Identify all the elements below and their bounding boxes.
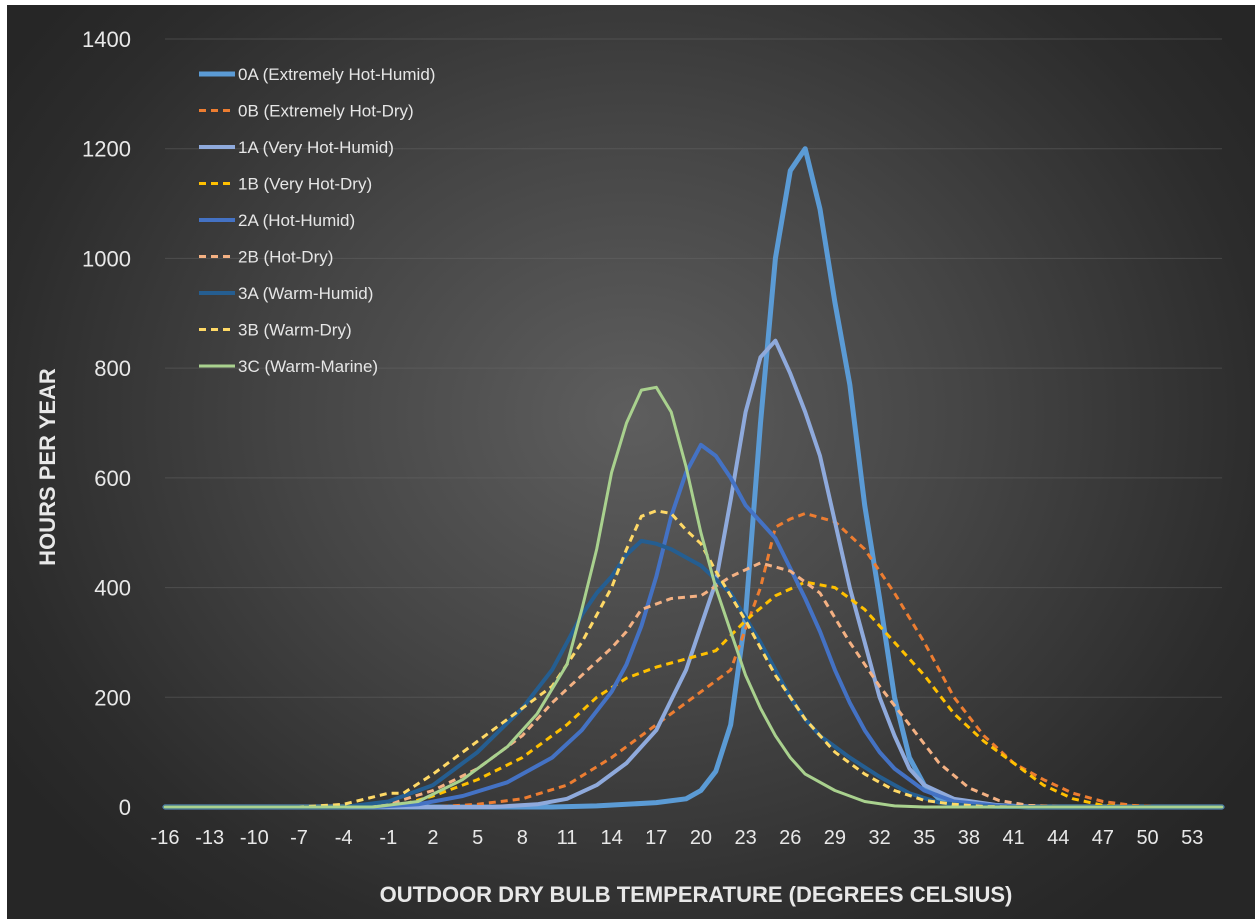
y-tick-label: 1400	[82, 27, 131, 52]
x-axis-ticks: -16 -13 -10 -7 -4 -1 2 5 8 11 14 17 20 23 26 29 32 35 38 41…	[151, 827, 1204, 849]
x-tick-label: 11	[557, 827, 578, 849]
x-tick-label: 53	[1181, 827, 1203, 849]
legend: 0A (Extremely Hot-Humid) 0B (Extremely Ho…	[199, 65, 435, 376]
x-tick-label: 35	[913, 827, 935, 849]
x-tick-label: 47	[1092, 827, 1114, 849]
x-tick-label: -4	[335, 827, 353, 849]
y-tick-label: 600	[94, 466, 131, 491]
x-tick-label: 29	[824, 827, 846, 849]
series-line-2	[163, 338, 1224, 809]
gridlines	[165, 38, 1222, 698]
series-line-7	[165, 509, 1222, 809]
y-tick-label: 0	[119, 795, 131, 820]
series-line-8	[163, 385, 1224, 809]
legend-label: 3A (Warm-Humid)	[238, 284, 373, 303]
legend-label: 0A (Extremely Hot-Humid)	[238, 65, 435, 84]
y-tick-label: 1000	[82, 246, 131, 271]
y-tick-label: 400	[94, 576, 131, 601]
y-axis-title: HOURS PER YEAR	[35, 368, 60, 566]
y-tick-label: 200	[94, 685, 131, 710]
x-tick-label: -7	[290, 827, 308, 849]
x-tick-label: 38	[958, 827, 980, 849]
y-tick-label: 800	[94, 356, 131, 381]
x-tick-label: 50	[1136, 827, 1158, 849]
series-line-3	[165, 580, 1222, 809]
x-tick-label: -16	[151, 827, 180, 849]
legend-label: 2B (Hot-Dry)	[238, 248, 333, 267]
legend-label: 2A (Hot-Humid)	[238, 211, 355, 230]
legend-label: 1B (Very Hot-Dry)	[238, 175, 372, 194]
series-line-4	[163, 442, 1224, 809]
y-tick-label: 1200	[82, 137, 131, 162]
x-tick-label: 44	[1047, 827, 1069, 849]
x-tick-label: -10	[240, 827, 269, 849]
series-line-5	[165, 561, 1222, 809]
series-line-6	[163, 538, 1224, 809]
legend-label: 3B (Warm-Dry)	[238, 321, 352, 340]
x-tick-label: 17	[645, 827, 667, 849]
x-tick-label: 26	[779, 827, 801, 849]
x-tick-label: 41	[1002, 827, 1024, 849]
x-tick-label: -13	[195, 827, 224, 849]
chart-panel: 0 200 400 600 800 1000 1200 1400 -16 -13 -10 -7 -4-…	[7, 5, 1255, 919]
x-axis-title: OUTDOOR DRY BULB TEMPERATURE (DEGREES CE…	[380, 882, 1013, 907]
x-tick-label: 14	[600, 827, 622, 849]
x-tick-label: 20	[690, 827, 712, 849]
x-tick-label: 5	[472, 827, 483, 849]
x-tick-label: 2	[427, 827, 438, 849]
legend-label: 1A (Very Hot-Humid)	[238, 138, 394, 157]
legend-label: 3C (Warm-Marine)	[238, 357, 378, 376]
x-tick-label: 8	[517, 827, 528, 849]
series-lines	[162, 146, 1225, 810]
legend-label: 0B (Extremely Hot-Dry)	[238, 102, 414, 121]
x-tick-label: 23	[734, 827, 756, 849]
y-axis-ticks: 0 200 400 600 800 1000 1200 1400	[82, 27, 131, 820]
x-tick-label: 32	[868, 827, 890, 849]
x-tick-label: -1	[379, 827, 397, 849]
series-line-1	[165, 512, 1222, 809]
